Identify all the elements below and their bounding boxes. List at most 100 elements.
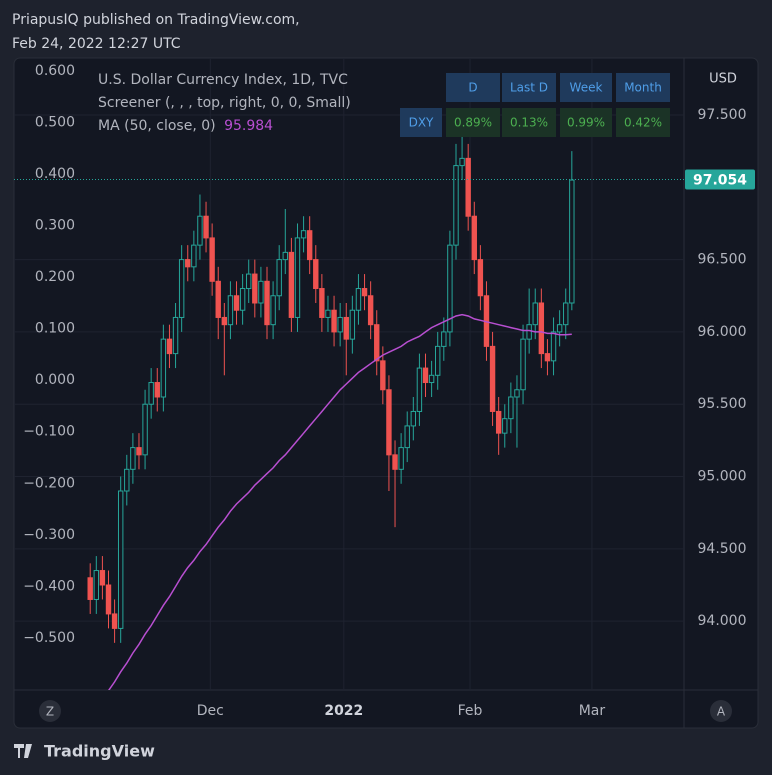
candle-body bbox=[209, 237, 215, 282]
scale-button[interactable] bbox=[710, 700, 732, 722]
candle-body bbox=[288, 251, 295, 318]
candle-body bbox=[185, 259, 191, 268]
candle-body bbox=[331, 309, 337, 333]
candle-body bbox=[459, 157, 465, 167]
candle-body bbox=[477, 259, 484, 297]
screener-row-cell bbox=[400, 108, 442, 137]
candle-body bbox=[422, 367, 429, 384]
candle-body bbox=[117, 490, 124, 629]
candle-body bbox=[197, 215, 203, 246]
y2-tick-label: −0.100 bbox=[23, 424, 75, 440]
candle-body bbox=[87, 577, 93, 600]
candle-body bbox=[447, 244, 453, 333]
chart-panel bbox=[13, 57, 759, 729]
candle-body bbox=[563, 302, 569, 326]
y2-tick-label: −0.300 bbox=[23, 527, 75, 543]
candle-body bbox=[435, 345, 441, 376]
candle-body bbox=[306, 230, 313, 261]
y2-tick-label: 0.000 bbox=[35, 372, 75, 388]
screener-header: Last D bbox=[510, 81, 548, 95]
candle-body bbox=[489, 345, 496, 412]
logo-mark bbox=[14, 744, 32, 758]
screener-header: Month bbox=[624, 81, 662, 95]
candle-body bbox=[178, 259, 185, 318]
candle-body bbox=[191, 244, 197, 268]
y2-tick-label: −0.500 bbox=[23, 630, 75, 646]
candle-body bbox=[227, 295, 234, 326]
x-tick-label: Feb bbox=[458, 703, 483, 719]
screener-value: 0.89% bbox=[454, 116, 492, 130]
y-tick-label: 95.500 bbox=[698, 396, 747, 412]
candle-body bbox=[124, 468, 130, 492]
candle-body bbox=[349, 309, 356, 340]
candle-body bbox=[556, 324, 563, 333]
ma-name: MA (50, close, 0) bbox=[98, 118, 216, 134]
x-tick-label: Dec bbox=[197, 703, 224, 719]
candle-body bbox=[520, 338, 526, 391]
screener-cell bbox=[502, 108, 556, 137]
candle-body bbox=[221, 316, 228, 326]
y2-tick-label: 0.100 bbox=[35, 321, 75, 337]
candle-body bbox=[361, 288, 368, 297]
screener-value: 0.42% bbox=[624, 116, 662, 130]
candle-body bbox=[508, 396, 514, 420]
candle-body bbox=[233, 295, 240, 311]
candle-body bbox=[495, 410, 502, 434]
y-tick-label: 96.500 bbox=[698, 252, 747, 268]
candle-body bbox=[337, 316, 343, 333]
timestamp: Feb 24, 2022 12:27 UTC bbox=[12, 36, 181, 52]
candle-body bbox=[367, 295, 374, 326]
candle-body bbox=[252, 273, 258, 304]
candle-body bbox=[136, 447, 142, 456]
screener-header: Week bbox=[570, 81, 603, 95]
candle-body bbox=[99, 570, 106, 586]
screener-cell bbox=[446, 108, 500, 137]
screener-value: 0.13% bbox=[510, 116, 548, 130]
candle-body bbox=[550, 331, 557, 362]
candle-body bbox=[300, 230, 307, 239]
candle-body bbox=[246, 273, 252, 290]
candle-body bbox=[502, 418, 508, 434]
candle-body bbox=[160, 338, 167, 398]
screener-cell bbox=[560, 108, 612, 137]
candle-body bbox=[172, 316, 179, 355]
candle-body bbox=[380, 360, 386, 391]
y-tick-label: 94.000 bbox=[698, 613, 747, 629]
candle-body bbox=[538, 302, 545, 355]
candle-body bbox=[453, 165, 459, 246]
screener-header-cell bbox=[616, 73, 670, 102]
screener-header-cell bbox=[502, 73, 556, 102]
y-tick-label: 95.000 bbox=[698, 469, 747, 485]
scale-button-label[interactable]: A bbox=[717, 705, 726, 719]
y-tick-label: 97.500 bbox=[698, 107, 747, 123]
candle-body bbox=[294, 237, 301, 318]
screener-header-cell bbox=[446, 73, 500, 102]
y2-tick-label: 0.400 bbox=[35, 166, 75, 182]
candle-body bbox=[203, 215, 209, 239]
y2-tick-label: 0.500 bbox=[35, 114, 75, 130]
y2-tick-label: −0.400 bbox=[23, 578, 75, 594]
screener-header-cell bbox=[560, 73, 612, 102]
candle-body bbox=[142, 403, 148, 456]
candle-body bbox=[569, 179, 575, 304]
candle-body bbox=[239, 288, 246, 311]
y-tick-label: 96.000 bbox=[698, 324, 747, 340]
screener-value: 0.99% bbox=[567, 116, 605, 130]
candle-body bbox=[471, 215, 477, 261]
scale-button-label[interactable]: Z bbox=[46, 705, 54, 719]
candle-body bbox=[343, 316, 349, 340]
candle-body bbox=[386, 389, 392, 456]
candle-body bbox=[319, 288, 325, 318]
candle-body bbox=[215, 280, 221, 318]
candle-body bbox=[276, 259, 282, 297]
candle-body bbox=[398, 447, 404, 470]
candle-body bbox=[148, 382, 154, 405]
x-tick-label: Mar bbox=[579, 703, 606, 719]
candle-body bbox=[374, 324, 380, 362]
last-price-label: 97.054 bbox=[693, 172, 747, 188]
scale-button[interactable] bbox=[39, 700, 61, 722]
legend-title: U.S. Dollar Currency Index, 1D, TVC bbox=[98, 72, 348, 88]
y2-tick-label: 0.600 bbox=[35, 63, 75, 79]
candle-body bbox=[130, 447, 136, 470]
candle-body bbox=[532, 302, 538, 326]
